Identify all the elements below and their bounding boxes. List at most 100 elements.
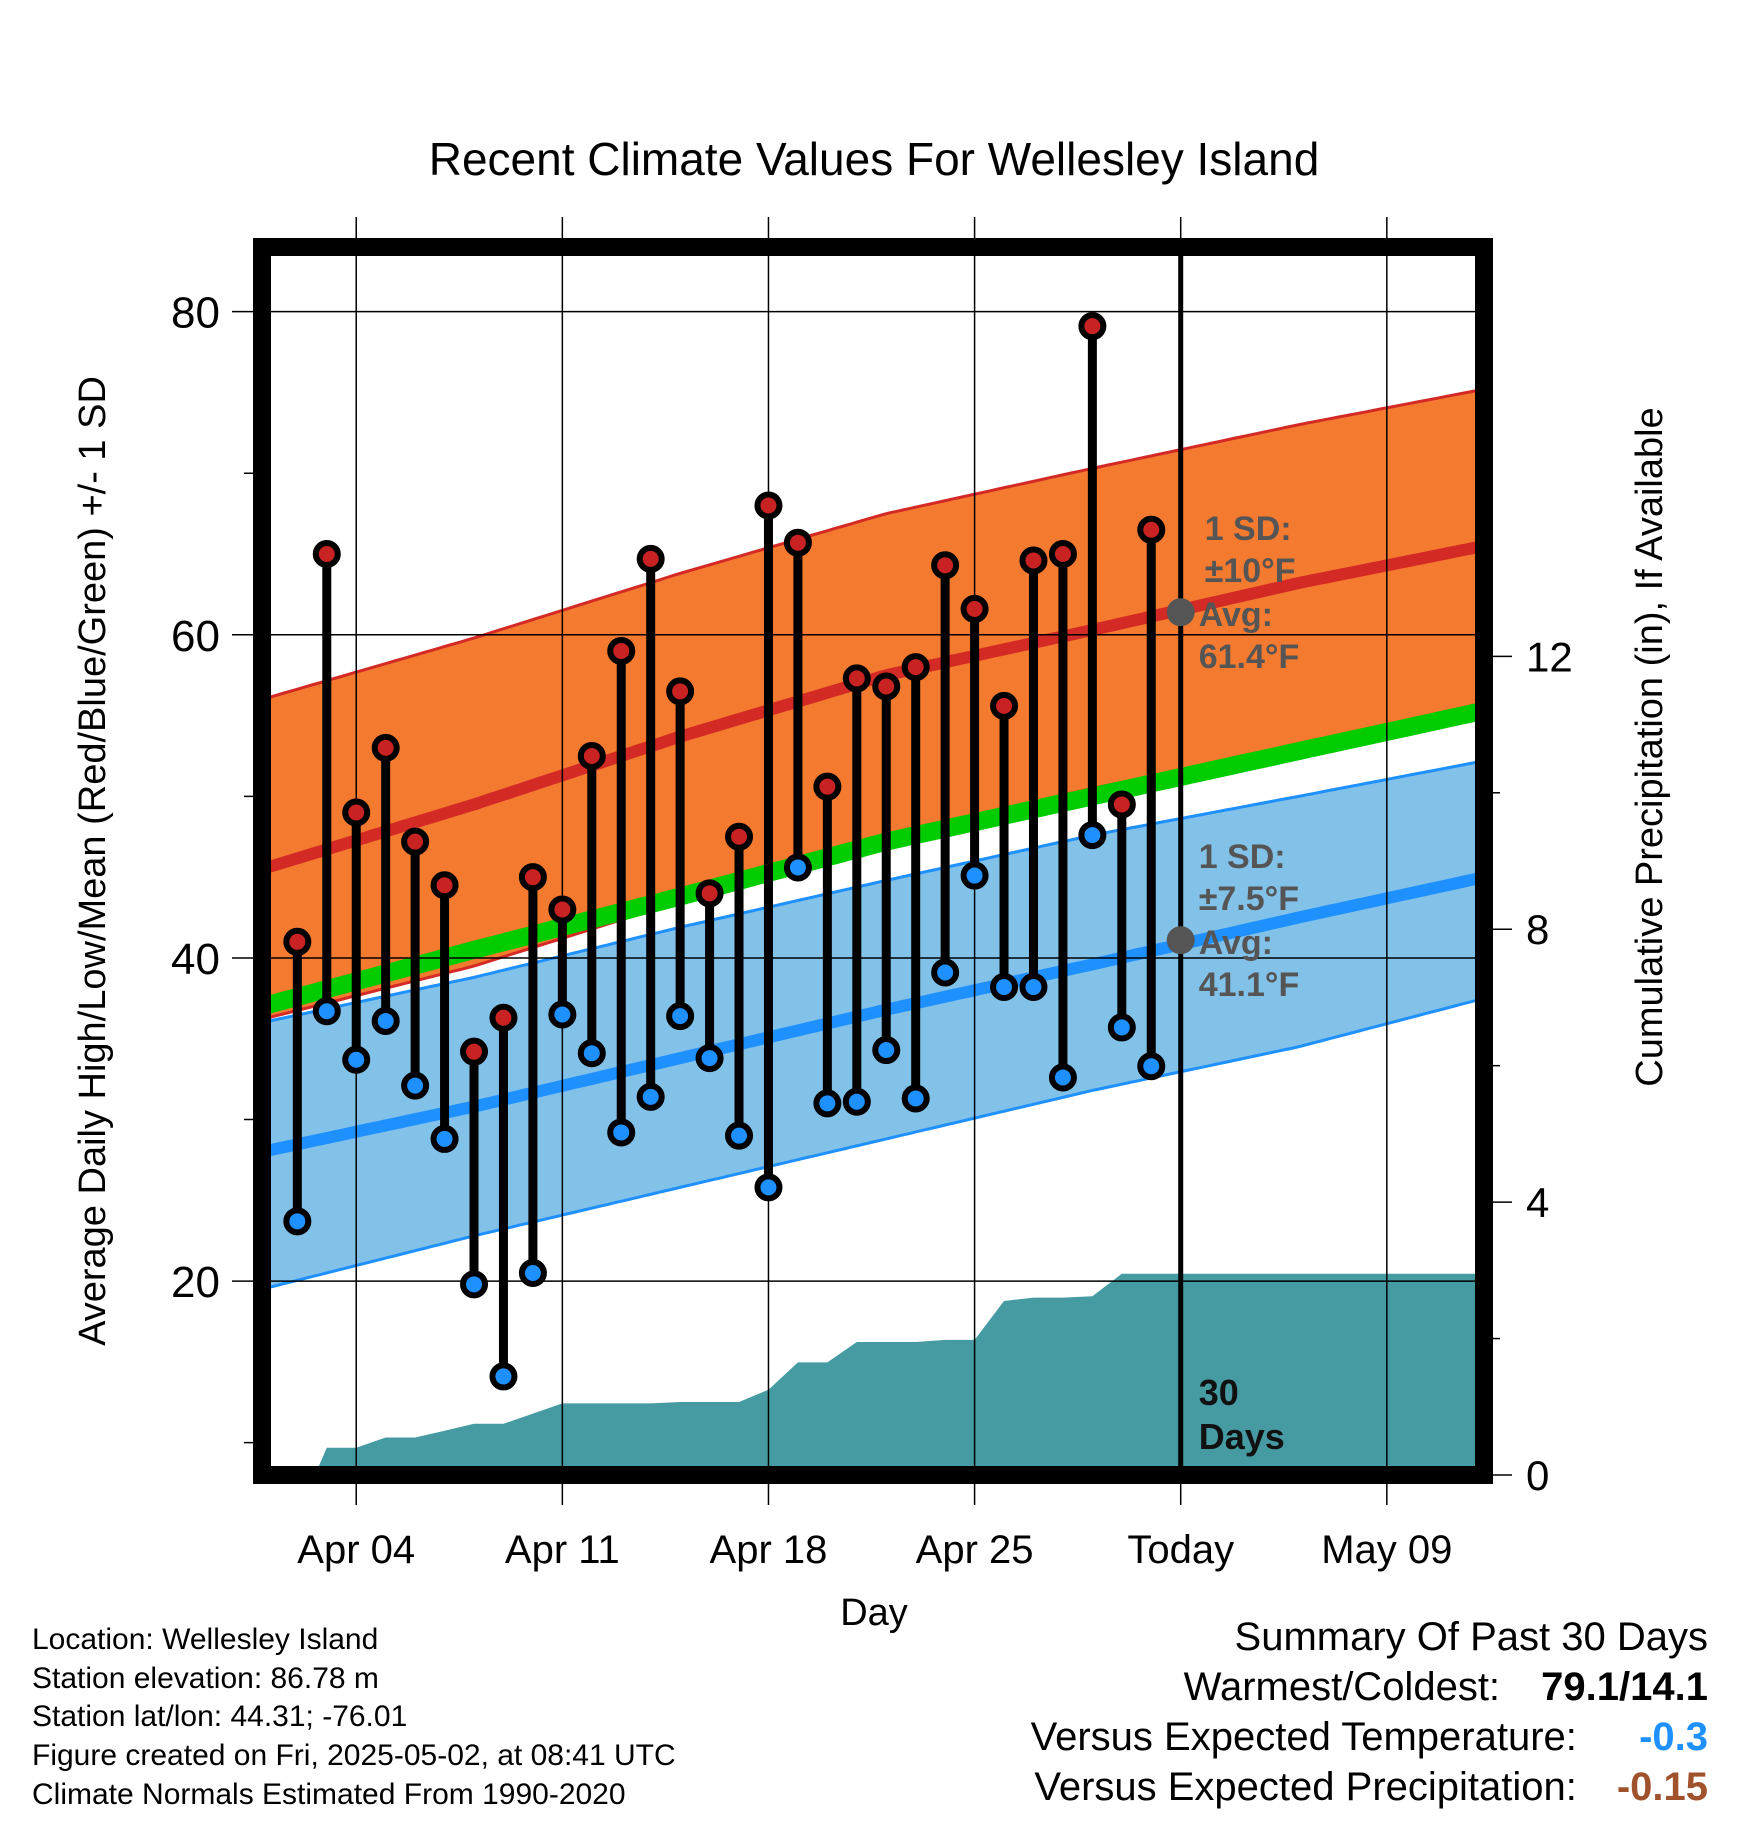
daily-low-point — [607, 1118, 636, 1147]
x-tick-label: Apr 11 — [505, 1528, 620, 1572]
daily-low-point — [283, 1207, 312, 1236]
daily-high-point — [960, 594, 989, 623]
summary-warmest-coldest: Warmest/Coldest: 79.1/14.1 — [1184, 1665, 1708, 1710]
x-tick-label: Apr 25 — [916, 1528, 1034, 1572]
daily-low-point — [430, 1124, 459, 1153]
daily-high-point — [489, 1003, 518, 1032]
low-avg-value: 41.1°F — [1199, 966, 1300, 1004]
y-axis-label: Average Daily High/Low/Mean (Red/Blue/Gr… — [72, 376, 114, 1346]
daily-low-point — [1107, 1013, 1136, 1042]
daily-high-point — [1048, 540, 1077, 568]
days-word-label: Days — [1199, 1416, 1285, 1457]
low-normal-line — [262, 871, 1484, 1158]
daily-low-point — [312, 997, 341, 1026]
daily-low-point — [872, 1036, 901, 1065]
plot-frame — [253, 238, 1493, 1484]
high-sd-value: ±10°F — [1205, 552, 1296, 590]
summary-precipitation: Versus Expected Precipitation: -0.15 — [1034, 1765, 1708, 1810]
daily-low-point — [1078, 821, 1107, 850]
daily-high-point — [872, 672, 901, 701]
daily-low-point — [342, 1045, 371, 1074]
y-tick-label: 80 — [171, 289, 220, 338]
daily-high-point — [342, 798, 371, 827]
x-tick-label: Today — [1127, 1528, 1234, 1572]
daily-high-point — [1107, 790, 1136, 819]
daily-low-point — [518, 1259, 547, 1288]
daily-low-point — [548, 1000, 577, 1029]
daily-high-point — [990, 691, 1019, 720]
daily-high-point — [607, 636, 636, 665]
cumulative-precip-area — [297, 1273, 1484, 1475]
daily-low-point — [371, 1006, 400, 1035]
daily-high-point — [813, 772, 842, 801]
summary-title: Summary Of Past 30 Days — [1234, 1615, 1708, 1659]
summary-temperature: Versus Expected Temperature: -0.3 — [1031, 1715, 1708, 1760]
daily-low-point — [401, 1071, 430, 1100]
daily-high-point — [312, 540, 341, 568]
y2-tick-label: 4 — [1526, 1179, 1549, 1226]
y2-tick-label: 8 — [1526, 906, 1549, 953]
daily-low-point — [1137, 1052, 1166, 1081]
daily-low-point — [813, 1089, 842, 1118]
y-tick-label: 40 — [171, 935, 220, 984]
daily-high-point — [666, 677, 695, 706]
daily-high-point — [636, 544, 665, 573]
high-avg-label: Avg: — [1199, 596, 1273, 634]
daily-low-point — [901, 1084, 930, 1113]
low-sd-upper-line — [262, 759, 1484, 1025]
daily-low-point — [666, 1002, 695, 1031]
daily-low-point — [931, 958, 960, 987]
low-sd-label: 1 SD: — [1199, 838, 1286, 876]
daily-low-point — [783, 853, 812, 882]
daily-high-point — [548, 895, 577, 924]
low-sd-value: ±7.5°F — [1199, 880, 1299, 918]
daily-high-point — [695, 879, 724, 908]
y2-axis-label: Cumulative Precipitation (in), If Availa… — [1629, 407, 1671, 1086]
x-tick-label: Apr 04 — [297, 1528, 415, 1572]
summary-precip-label: Versus Expected Precipitation: — [1034, 1765, 1577, 1809]
daily-low-point — [695, 1044, 724, 1073]
daily-low-point — [460, 1270, 489, 1299]
daily-low-point — [489, 1362, 518, 1391]
daily-high-point — [725, 822, 754, 851]
daily-high-point — [371, 733, 400, 762]
info-latlon: Station lat/lon: 44.31; -76.01 — [32, 1700, 408, 1733]
days-count-label: 30 — [1199, 1372, 1239, 1413]
daily-low-point — [754, 1173, 783, 1202]
daily-high-point — [783, 528, 812, 557]
plot-area: 1 SD: ±10°F Avg: 61.4°F 1 SD: ±7.5°F Avg: 41.1°… — [72, 217, 1671, 1572]
x-tick-label: May 09 — [1321, 1528, 1452, 1572]
high-sd-label: 1 SD: — [1205, 510, 1292, 548]
high-avg-value: 61.4°F — [1199, 638, 1300, 676]
info-normals: Climate Normals Estimated From 1990-2020 — [32, 1778, 626, 1811]
y2-tick-label: 12 — [1526, 633, 1573, 680]
daily-low-point — [990, 973, 1019, 1002]
y2-tick-label: 0 — [1526, 1452, 1549, 1499]
info-elevation: Station elevation: 86.78 m — [32, 1662, 379, 1695]
summary-warm-value: 79.1/14.1 — [1541, 1665, 1708, 1709]
mean-normal-line — [262, 701, 1484, 1016]
y-tick-label: 20 — [171, 1258, 220, 1307]
daily-high-point — [283, 927, 312, 956]
daily-high-point — [577, 741, 606, 770]
daily-low-point — [960, 861, 989, 890]
daily-low-point — [1048, 1063, 1077, 1092]
chart-title: Recent Climate Values For Wellesley Isla… — [429, 133, 1320, 185]
info-location: Location: Wellesley Island — [32, 1623, 379, 1656]
y-tick-label: 60 — [171, 612, 220, 661]
daily-high-point — [518, 863, 547, 892]
daily-low-point — [1019, 973, 1048, 1002]
daily-high-point — [931, 551, 960, 580]
high-sd-upper-line — [262, 387, 1484, 701]
high-normal-line — [262, 540, 1484, 875]
daily-low-point — [725, 1121, 754, 1150]
climate-chart: Recent Climate Values For Wellesley Isla… — [72, 133, 1671, 1634]
daily-high-point — [1137, 515, 1166, 544]
daily-high-point — [1019, 546, 1048, 575]
today-high-avg-point — [1166, 598, 1195, 627]
daily-high-point — [1078, 312, 1107, 341]
x-axis-label: Day — [840, 1592, 908, 1634]
summary-precip-value: -0.15 — [1616, 1765, 1708, 1809]
info-created: Figure created on Fri, 2025-05-02, at 08… — [32, 1739, 676, 1772]
daily-low-point — [842, 1087, 871, 1116]
